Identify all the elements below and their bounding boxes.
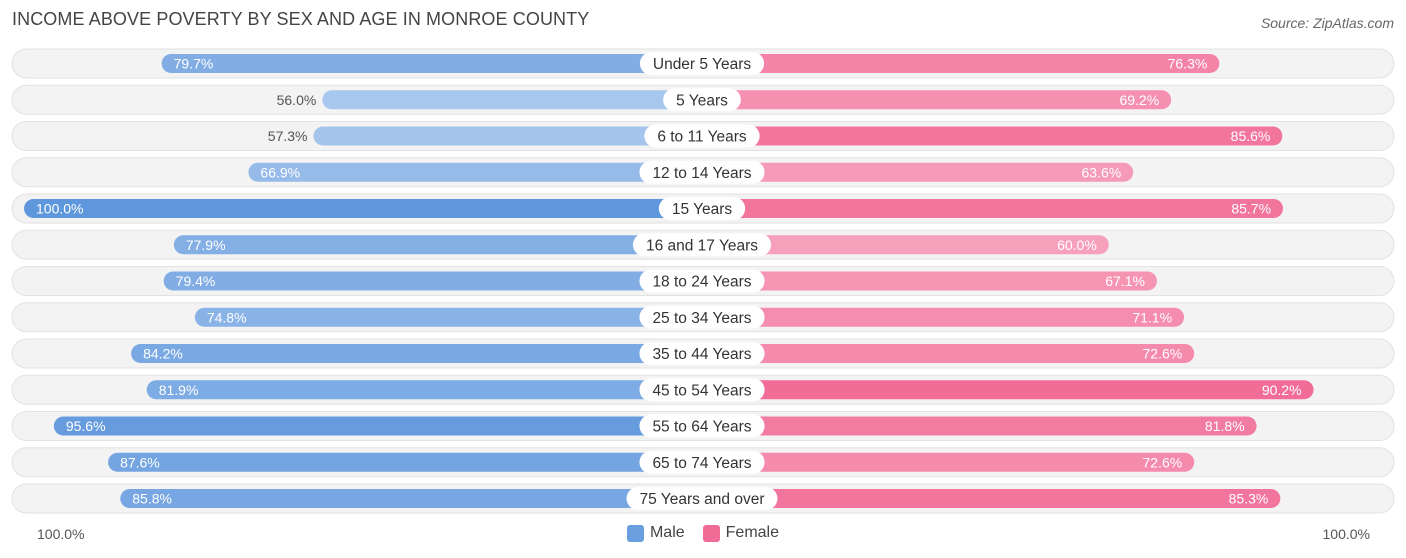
bar-male bbox=[322, 90, 702, 110]
legend-swatch-male bbox=[626, 524, 644, 542]
value-label-female: 81.8% bbox=[1205, 418, 1245, 434]
bar-male bbox=[53, 416, 702, 436]
category-pill bbox=[639, 378, 765, 402]
value-label-female: 85.3% bbox=[1229, 491, 1269, 507]
value-label-male: 77.9% bbox=[186, 237, 226, 253]
value-label-male: 100.0% bbox=[36, 201, 83, 217]
category-pill bbox=[639, 305, 765, 329]
bar-male bbox=[313, 126, 702, 146]
legend-item-male[interactable]: Male bbox=[626, 524, 685, 542]
value-label-female: 76.3% bbox=[1168, 56, 1208, 72]
category-label: 55 to 64 Years bbox=[652, 419, 751, 436]
chart-area: 79.7% 76.3% Under 5 Years 56.0% 69.2% 5 Years… bbox=[11, 48, 1395, 514]
value-label-male: 66.9% bbox=[260, 164, 300, 180]
category-pill bbox=[639, 342, 765, 365]
value-label-female: 67.1% bbox=[1105, 273, 1145, 289]
value-label-male: 74.8% bbox=[207, 309, 247, 325]
legend-swatch-female bbox=[702, 524, 720, 542]
category-label: 25 to 34 Years bbox=[652, 310, 751, 327]
category-pill bbox=[644, 124, 760, 148]
category-label: 35 to 44 Years bbox=[652, 346, 751, 363]
category-label: 45 to 54 Years bbox=[652, 382, 751, 399]
category-label: 16 and 17 Years bbox=[646, 237, 758, 254]
bar-female bbox=[702, 126, 1283, 146]
bar-male bbox=[173, 235, 702, 255]
bar-female bbox=[702, 489, 1281, 508]
axis-right-label: 100.0% bbox=[1322, 526, 1370, 542]
bar-female bbox=[702, 235, 1109, 255]
category-pill bbox=[639, 450, 765, 474]
bar-male bbox=[108, 452, 702, 472]
value-label-male: 87.6% bbox=[120, 454, 160, 470]
bar-female bbox=[702, 162, 1134, 182]
value-label-female: 85.7% bbox=[1231, 201, 1271, 217]
bar-male bbox=[194, 307, 702, 327]
value-label-male: 79.7% bbox=[174, 56, 214, 72]
value-label-female: 72.6% bbox=[1143, 454, 1183, 470]
source-note: Source: ZipAtlas.com bbox=[1260, 15, 1394, 31]
category-label: 6 to 11 Years bbox=[657, 129, 747, 146]
legend: Male Female bbox=[0, 524, 1406, 542]
category-pill bbox=[639, 160, 765, 184]
value-label-male: 79.4% bbox=[176, 273, 216, 289]
value-label-male: 56.0% bbox=[277, 92, 317, 108]
category-pill bbox=[663, 88, 741, 112]
value-label-male: 85.8% bbox=[132, 491, 172, 507]
category-label: 18 to 24 Years bbox=[652, 274, 751, 291]
category-label: 75 Years and over bbox=[640, 491, 765, 508]
category-label: 65 to 74 Years bbox=[652, 455, 751, 472]
value-label-female: 72.6% bbox=[1143, 346, 1183, 362]
bar-male bbox=[131, 344, 702, 363]
bar-male bbox=[161, 54, 702, 73]
bar-female bbox=[702, 452, 1195, 472]
bar-male bbox=[163, 271, 703, 291]
value-label-female: 71.1% bbox=[1132, 309, 1172, 325]
category-pill bbox=[639, 269, 765, 293]
value-label-male: 84.2% bbox=[143, 346, 183, 362]
bar-male bbox=[24, 199, 702, 218]
value-label-female: 69.2% bbox=[1119, 92, 1159, 108]
category-label: Under 5 Years bbox=[653, 56, 751, 73]
category-pill bbox=[632, 233, 772, 257]
bar-female bbox=[702, 416, 1257, 436]
category-pill bbox=[639, 414, 765, 438]
category-label: 15 Years bbox=[672, 201, 733, 218]
bar-female bbox=[702, 307, 1185, 327]
bar-female bbox=[702, 199, 1284, 218]
bar-male bbox=[248, 162, 702, 182]
bar-female bbox=[702, 271, 1157, 291]
bar-female bbox=[702, 380, 1314, 400]
legend-label-female: Female bbox=[725, 524, 780, 541]
bar-female bbox=[702, 54, 1220, 73]
axis-left-label: 100.0% bbox=[37, 526, 85, 542]
category-label: 12 to 14 Years bbox=[652, 165, 751, 182]
value-label-female: 90.2% bbox=[1262, 382, 1302, 398]
value-label-female: 60.0% bbox=[1057, 237, 1097, 253]
bar-male bbox=[120, 489, 702, 508]
value-label-female: 63.6% bbox=[1082, 164, 1122, 180]
bar-female bbox=[702, 90, 1172, 110]
category-pill bbox=[639, 52, 765, 75]
category-pill bbox=[626, 487, 778, 510]
value-label-male: 95.6% bbox=[66, 418, 106, 434]
bar-female bbox=[702, 344, 1195, 363]
legend-label-male: Male bbox=[649, 524, 685, 541]
value-label-male: 57.3% bbox=[268, 128, 308, 144]
value-label-female: 85.6% bbox=[1231, 128, 1271, 144]
category-pill bbox=[658, 197, 746, 220]
value-label-male: 81.9% bbox=[159, 382, 199, 398]
bar-male bbox=[146, 380, 702, 400]
chart-title: INCOME ABOVE POVERTY BY SEX AND AGE IN M… bbox=[12, 9, 590, 29]
legend-item-female[interactable]: Female bbox=[702, 524, 780, 542]
category-label: 5 Years bbox=[676, 92, 728, 109]
